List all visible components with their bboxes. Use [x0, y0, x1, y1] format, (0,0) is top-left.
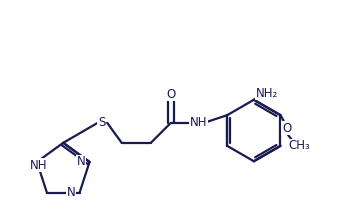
Text: N: N — [67, 186, 75, 199]
Text: NH: NH — [30, 158, 47, 172]
Text: CH₃: CH₃ — [288, 139, 310, 152]
Text: N: N — [76, 155, 85, 169]
Text: O: O — [166, 88, 176, 101]
Text: NH: NH — [190, 116, 207, 129]
Text: NH₂: NH₂ — [256, 87, 278, 99]
Text: O: O — [282, 122, 291, 135]
Text: S: S — [98, 116, 105, 129]
